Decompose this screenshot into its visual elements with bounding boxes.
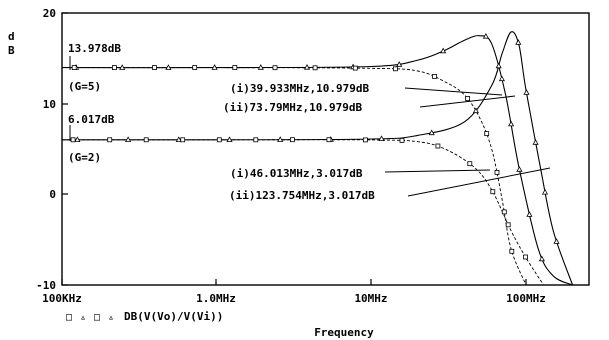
series-marker-triangle xyxy=(541,188,549,195)
series-marker-triangle xyxy=(516,166,523,172)
series-marker-triangle xyxy=(482,32,489,39)
series-marker-square xyxy=(362,137,368,143)
series-marker-triangle xyxy=(532,139,539,145)
series-marker-square xyxy=(465,96,471,101)
series-marker-square xyxy=(143,137,149,143)
series-marker-triangle xyxy=(165,64,172,70)
x-axis-title: Frequency xyxy=(314,326,374,339)
series-marker-triangle xyxy=(119,64,126,70)
legend: □ ▵ □ ▵ DB(V(Vo)/V(Vi)) xyxy=(66,310,223,323)
series-marker-square xyxy=(272,65,278,71)
y-tick-label: 0 xyxy=(49,188,56,201)
y-axis-label-d: d xyxy=(8,30,15,43)
series-marker-square xyxy=(71,65,77,70)
series-marker-square xyxy=(107,137,113,143)
axis-ticks xyxy=(61,12,527,286)
series-marker-square xyxy=(392,66,398,72)
annotation-g5-level: 13.978dB xyxy=(68,42,121,55)
annotation-g2-gain: (G=2) xyxy=(68,151,101,164)
series-marker-triangle xyxy=(226,136,233,143)
series-marker-triangle xyxy=(125,136,132,143)
annotation-g2-point-i: (i)46.013MHz,3.017dB xyxy=(230,167,363,180)
annotation-g2-level: 6.017dB xyxy=(68,113,115,126)
x-tick-label: 10MHz xyxy=(354,292,387,305)
series-marker-square xyxy=(494,169,500,175)
series-marker-triangle xyxy=(378,135,385,142)
series-marker-triangle xyxy=(428,129,435,136)
series-marker-triangle xyxy=(303,63,311,70)
series-marker-square xyxy=(216,137,222,143)
series-marker-square xyxy=(152,65,157,70)
series-marker-triangle xyxy=(440,47,447,54)
series-marker-square xyxy=(484,131,490,137)
series-marker-triangle xyxy=(498,75,505,82)
series-marker-square xyxy=(192,65,198,70)
series-marker-square xyxy=(505,222,511,228)
marker-layer xyxy=(70,32,560,262)
series-marker-triangle xyxy=(515,39,522,45)
annotation-g5-point-ii: (ii)73.79MHz,10.979dB xyxy=(223,101,362,114)
series-marker-square xyxy=(232,65,238,70)
leader-g5-ii xyxy=(419,95,516,108)
series-marker-square xyxy=(112,65,117,70)
legend-marker-triangle: ▵ xyxy=(80,312,86,323)
annotation-g5-gain: (G=5) xyxy=(68,80,101,93)
series-marker-square xyxy=(352,65,358,71)
series-marker-triangle xyxy=(526,211,533,217)
series-marker-triangle xyxy=(495,62,502,69)
annotation-leaders xyxy=(69,56,551,197)
series-marker-square xyxy=(490,189,496,195)
series-marker-square xyxy=(501,209,507,215)
series-marker-square xyxy=(312,65,318,71)
annotation-g2-point-ii: (ii)123.754MHz,3.017dB xyxy=(229,189,375,202)
series-marker-triangle xyxy=(257,64,264,70)
series-marker-square xyxy=(326,137,332,143)
annotation-g5-point-i: (i)39.933MHz,10.979dB xyxy=(230,82,369,95)
series-marker-triangle xyxy=(74,136,81,143)
legend-marker-square: □ xyxy=(94,312,100,323)
x-tick-label: 100MHz xyxy=(506,292,546,305)
y-tick-label: 20 xyxy=(43,7,56,20)
series-marker-square xyxy=(523,254,528,260)
series-marker-triangle xyxy=(472,107,479,114)
series-marker-triangle xyxy=(175,136,182,143)
series-marker-square xyxy=(467,161,473,167)
series-marker-triangle xyxy=(508,120,515,127)
legend-marker-triangle: ▵ xyxy=(108,312,114,323)
series-marker-triangle xyxy=(211,64,218,70)
series-marker-triangle xyxy=(523,89,530,95)
y-tick-label: 10 xyxy=(43,98,56,111)
series-marker-triangle xyxy=(538,255,545,262)
y-axis-label-b: B xyxy=(8,44,15,57)
series-marker-square xyxy=(253,137,259,143)
series-marker-triangle xyxy=(553,238,560,244)
legend-label: DB(V(Vo)/V(Vi)) xyxy=(124,310,223,323)
series-marker-square xyxy=(70,137,76,143)
y-tick-label: -10 xyxy=(36,279,56,292)
series-line-g5-solid xyxy=(61,35,573,286)
series-marker-square xyxy=(432,74,437,79)
series-marker-triangle xyxy=(396,61,403,67)
series-marker-square xyxy=(435,143,441,149)
series-marker-square xyxy=(180,137,186,143)
leader-g2-ii xyxy=(407,167,551,197)
series-line-g2-dashed xyxy=(62,139,544,286)
series-marker-square xyxy=(289,137,295,143)
leader-g5-i xyxy=(404,87,503,96)
x-tick-label: 1.0MHz xyxy=(196,292,236,305)
series-marker-square xyxy=(509,248,515,254)
x-tick-label: 100KHz xyxy=(42,292,82,305)
series-line-g5-dashed xyxy=(61,67,527,286)
plot-frame xyxy=(61,12,590,286)
series-marker-triangle xyxy=(277,136,284,142)
leader-g2-i xyxy=(384,169,491,173)
series-marker-square xyxy=(399,137,405,143)
legend-marker-square: □ xyxy=(66,312,72,323)
